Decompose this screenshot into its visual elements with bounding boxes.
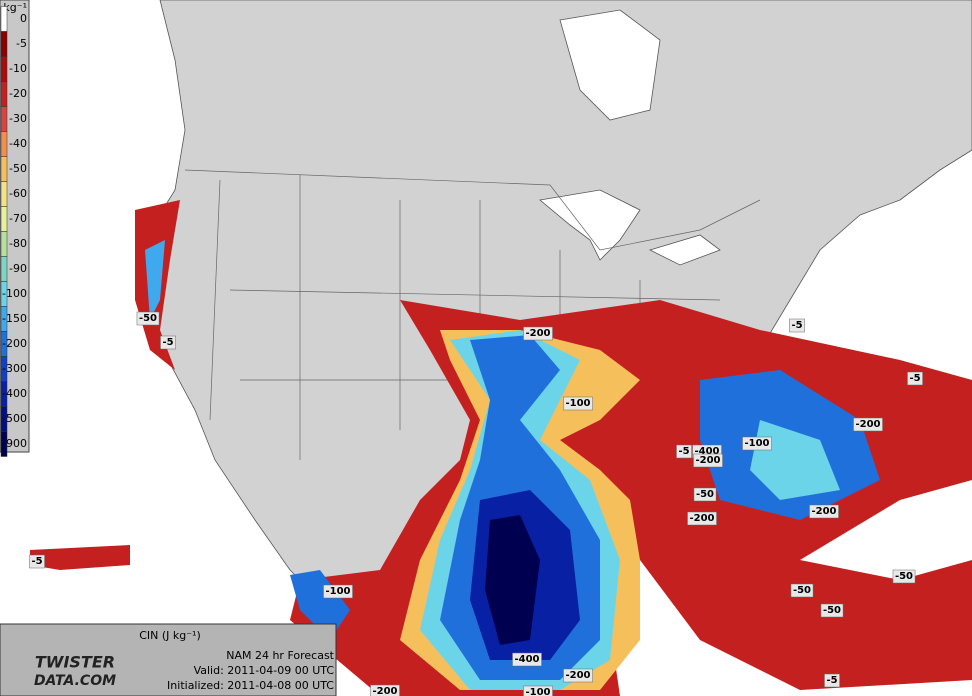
legend-label: -20 xyxy=(9,87,27,100)
contour-label: -5 xyxy=(678,446,689,457)
hudson-bay xyxy=(559,9,661,121)
legend-label: -5 xyxy=(16,37,27,50)
contour-label-box xyxy=(742,436,772,451)
contour-label-box xyxy=(853,417,883,432)
contour-label: -200 xyxy=(525,328,550,339)
legend-label: -300 xyxy=(2,362,27,375)
legend-label: -150 xyxy=(2,312,27,325)
legend-swatch xyxy=(0,206,8,232)
contour-label: -50 xyxy=(696,489,714,500)
contour-label: -50 xyxy=(895,571,913,582)
contour-label: -5 xyxy=(909,373,920,384)
legend-label: -50 xyxy=(9,162,27,175)
legend-label: -400 xyxy=(2,387,27,400)
contour-label-box xyxy=(323,584,353,599)
contour-label: -5 xyxy=(162,337,173,348)
legend-swatch xyxy=(0,181,8,207)
contour-label-box xyxy=(687,511,717,526)
contour-label: -200 xyxy=(565,670,590,681)
legend-swatch xyxy=(0,231,8,257)
legend-label: -900 xyxy=(2,437,27,450)
cin-field xyxy=(30,200,972,696)
contour-label-box xyxy=(693,453,723,468)
contour-label: -100 xyxy=(325,586,350,597)
legend-unit: kg⁻¹ xyxy=(3,1,27,14)
contour-label-box xyxy=(29,554,45,569)
contour-label-box xyxy=(160,335,176,350)
contour-label-box xyxy=(892,569,916,584)
legend-label: -90 xyxy=(9,262,27,275)
legend-swatch xyxy=(0,106,8,132)
legend-label: -60 xyxy=(9,187,27,200)
contour-label-box xyxy=(563,396,593,411)
contour-label: -50 xyxy=(793,585,811,596)
contour-label: -50 xyxy=(139,313,157,324)
legend-swatch xyxy=(0,156,8,182)
contour-label-box xyxy=(907,371,923,386)
contour-label: -100 xyxy=(525,687,550,696)
legend-label: -10 xyxy=(9,62,27,75)
contour-label: -200 xyxy=(855,419,880,430)
legend-label: -100 xyxy=(2,287,27,300)
legend-label: -70 xyxy=(9,212,27,225)
init-time: Initialized: 2011-04-08 00 UTC xyxy=(167,679,334,692)
info-title: CIN (J kg⁻¹) xyxy=(139,629,201,642)
contour-label: -400 xyxy=(514,654,539,665)
contour-label-box xyxy=(370,684,400,696)
legend-label: 0 xyxy=(20,12,27,25)
contour-label: -200 xyxy=(372,686,397,696)
contour-label: -50 xyxy=(823,605,841,616)
logo-bottom: DATA.COM xyxy=(34,673,116,689)
contour-label-box xyxy=(790,583,814,598)
contour-label: -200 xyxy=(689,513,714,524)
contour-label: -100 xyxy=(744,438,769,449)
legend: kg⁻¹ 0 -5 -10 -20 -30 -40 -50 -60 -70 -80 -90 -100 -… xyxy=(0,0,30,457)
legend-label: -40 xyxy=(9,137,27,150)
contour-label-box xyxy=(563,668,593,683)
legend-label: -30 xyxy=(9,112,27,125)
info-panel xyxy=(0,623,337,696)
contour-label: -5 xyxy=(31,556,42,567)
legend-swatch xyxy=(0,431,8,457)
contour-label-box xyxy=(136,311,160,326)
contour-label-box xyxy=(512,652,542,667)
contour-label: -200 xyxy=(695,455,720,466)
contour-label-box xyxy=(523,685,553,696)
legend-label: -200 xyxy=(2,337,27,350)
contour-label-box xyxy=(789,318,805,333)
valid-time: Valid: 2011-04-09 00 UTC xyxy=(194,664,335,677)
great-lakes xyxy=(539,189,721,266)
contour-label-box xyxy=(693,487,717,502)
contour-label: -5 xyxy=(791,320,802,331)
legend-label: -80 xyxy=(9,237,27,250)
contour-label: -100 xyxy=(565,398,590,409)
contour-labels: -50 -5 -200 -100 -5 -5 -200 -100 -400 -5 -200 -50 -2… xyxy=(29,311,923,696)
legend-swatch xyxy=(0,131,8,157)
contour-label: -200 xyxy=(811,506,836,517)
contour-label-box xyxy=(809,504,839,519)
contour-label-box xyxy=(523,326,553,341)
info-box: CIN (J kg⁻¹) TWISTER DATA.COM NAM 24 hr … xyxy=(0,623,337,696)
contour-label-box xyxy=(676,444,692,459)
contour-label: -5 xyxy=(826,675,837,686)
logo-top: TWISTER xyxy=(35,653,115,672)
legend-label: -500 xyxy=(2,412,27,425)
legend-swatch xyxy=(0,31,8,57)
contour-label-box xyxy=(820,603,844,618)
legend-swatch xyxy=(0,81,8,107)
contour-label: -400 xyxy=(694,446,719,457)
contour-label-box xyxy=(824,673,840,688)
legend-swatch xyxy=(0,56,8,82)
model: NAM 24 hr Forecast xyxy=(226,649,334,662)
legend-swatch xyxy=(0,6,8,32)
legend-swatch xyxy=(0,256,8,282)
